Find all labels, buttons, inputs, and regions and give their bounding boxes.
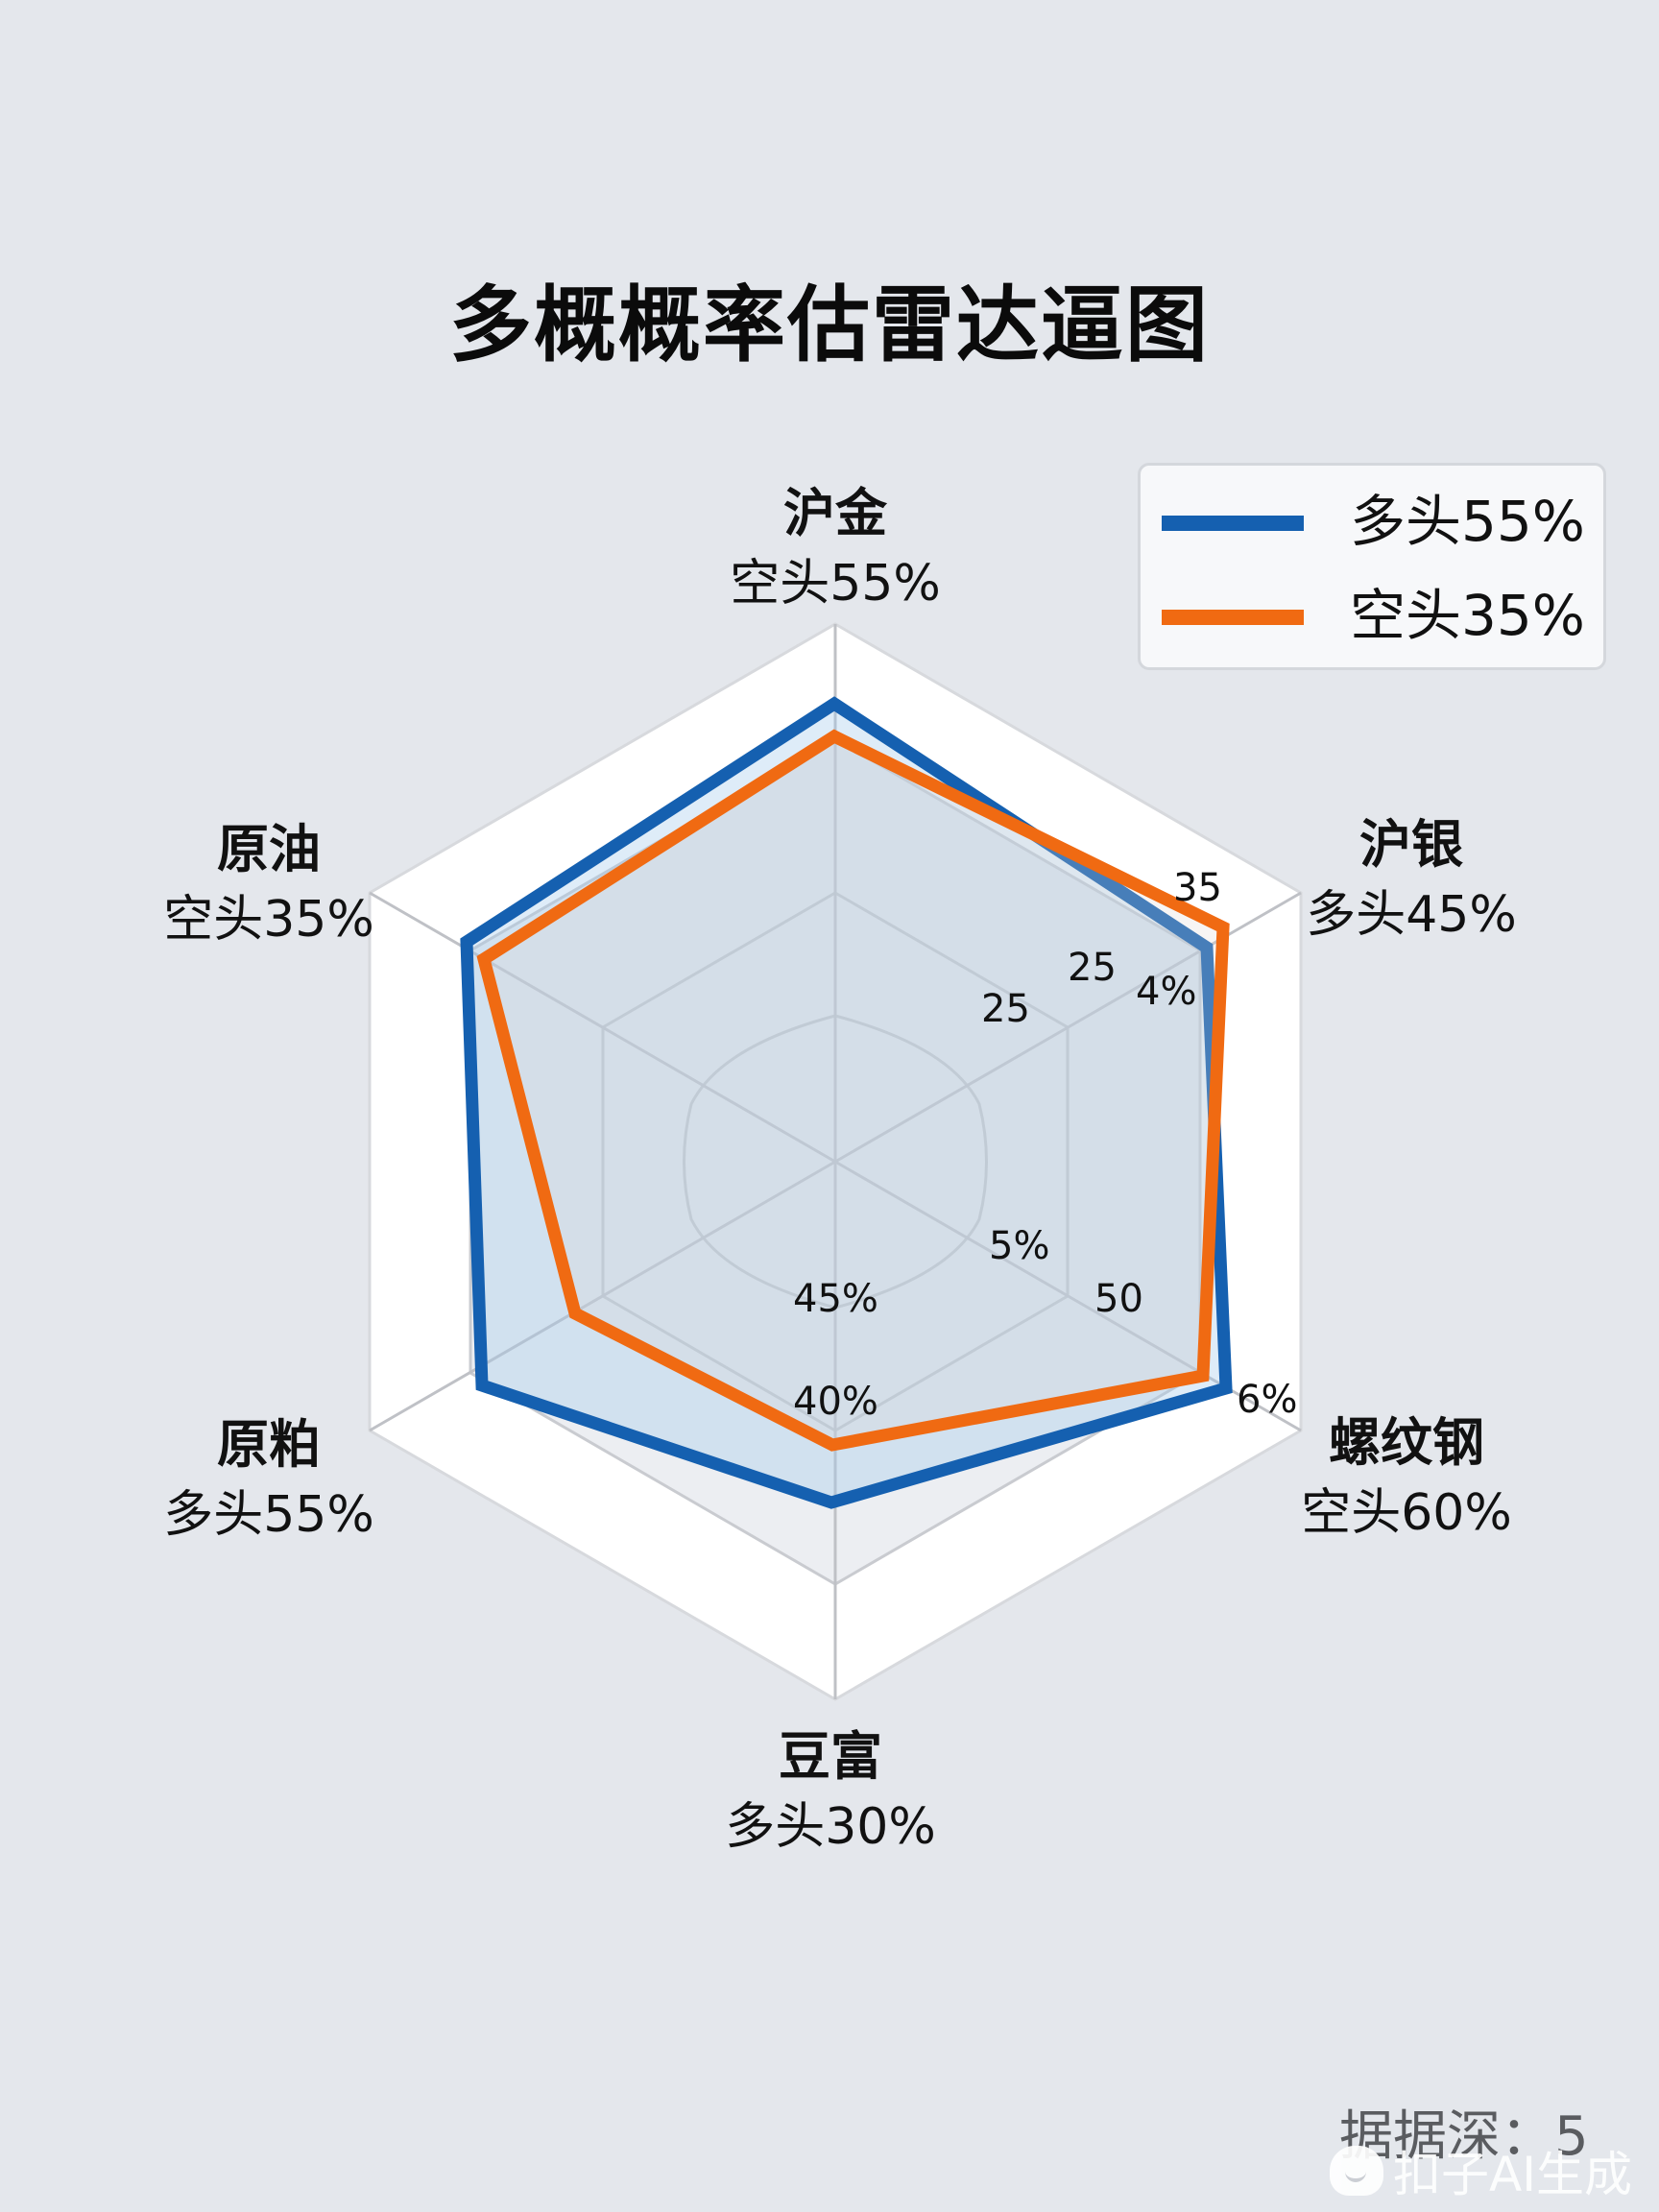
tick-label: 6% bbox=[1237, 1378, 1298, 1422]
series-long-polygon bbox=[460, 696, 1233, 1509]
axis-label-rebar: 螺纹钢 空头60% bbox=[1301, 1412, 1512, 1542]
mascot-icon bbox=[1330, 2146, 1383, 2196]
watermark: 扣子AI生成 bbox=[1330, 2136, 1632, 2205]
legend-item-short[interactable]: 空头35% bbox=[1141, 577, 1603, 654]
legend: 多头55% 空头35% bbox=[1138, 463, 1606, 670]
tick-label: 25 bbox=[981, 987, 1030, 1031]
axis-label-meal: 原粕 多头55% bbox=[163, 1414, 374, 1544]
legend-item-long[interactable]: 多头55% bbox=[1141, 483, 1603, 560]
tick-label: 4% bbox=[1136, 970, 1197, 1014]
axis-label-crude-oil: 原油 空头35% bbox=[163, 819, 374, 949]
axis-label-shanghai-silver: 沪银 多头45% bbox=[1306, 814, 1517, 944]
tick-label: 5% bbox=[989, 1224, 1050, 1268]
legend-swatch-long bbox=[1162, 516, 1304, 531]
tick-label: 40% bbox=[793, 1380, 878, 1424]
tick-label: 25 bbox=[1068, 946, 1117, 990]
footer-note: 据据深：5 bbox=[1339, 2105, 1589, 2168]
tick-label: 45% bbox=[793, 1277, 878, 1321]
legend-swatch-short bbox=[1162, 610, 1304, 625]
tick-label: 35 bbox=[1173, 866, 1222, 910]
axis-label-soy: 豆富 多头30% bbox=[725, 1726, 936, 1856]
tick-label: 50 bbox=[1094, 1277, 1143, 1321]
series-short-polygon bbox=[476, 729, 1230, 1452]
axis-label-shanghai-gold: 沪金 空头55% bbox=[730, 483, 941, 613]
chart-title: 多概概率估雷达逼图 bbox=[449, 277, 1210, 373]
watermark-text: 扣子AI生成 bbox=[1393, 2147, 1632, 2202]
